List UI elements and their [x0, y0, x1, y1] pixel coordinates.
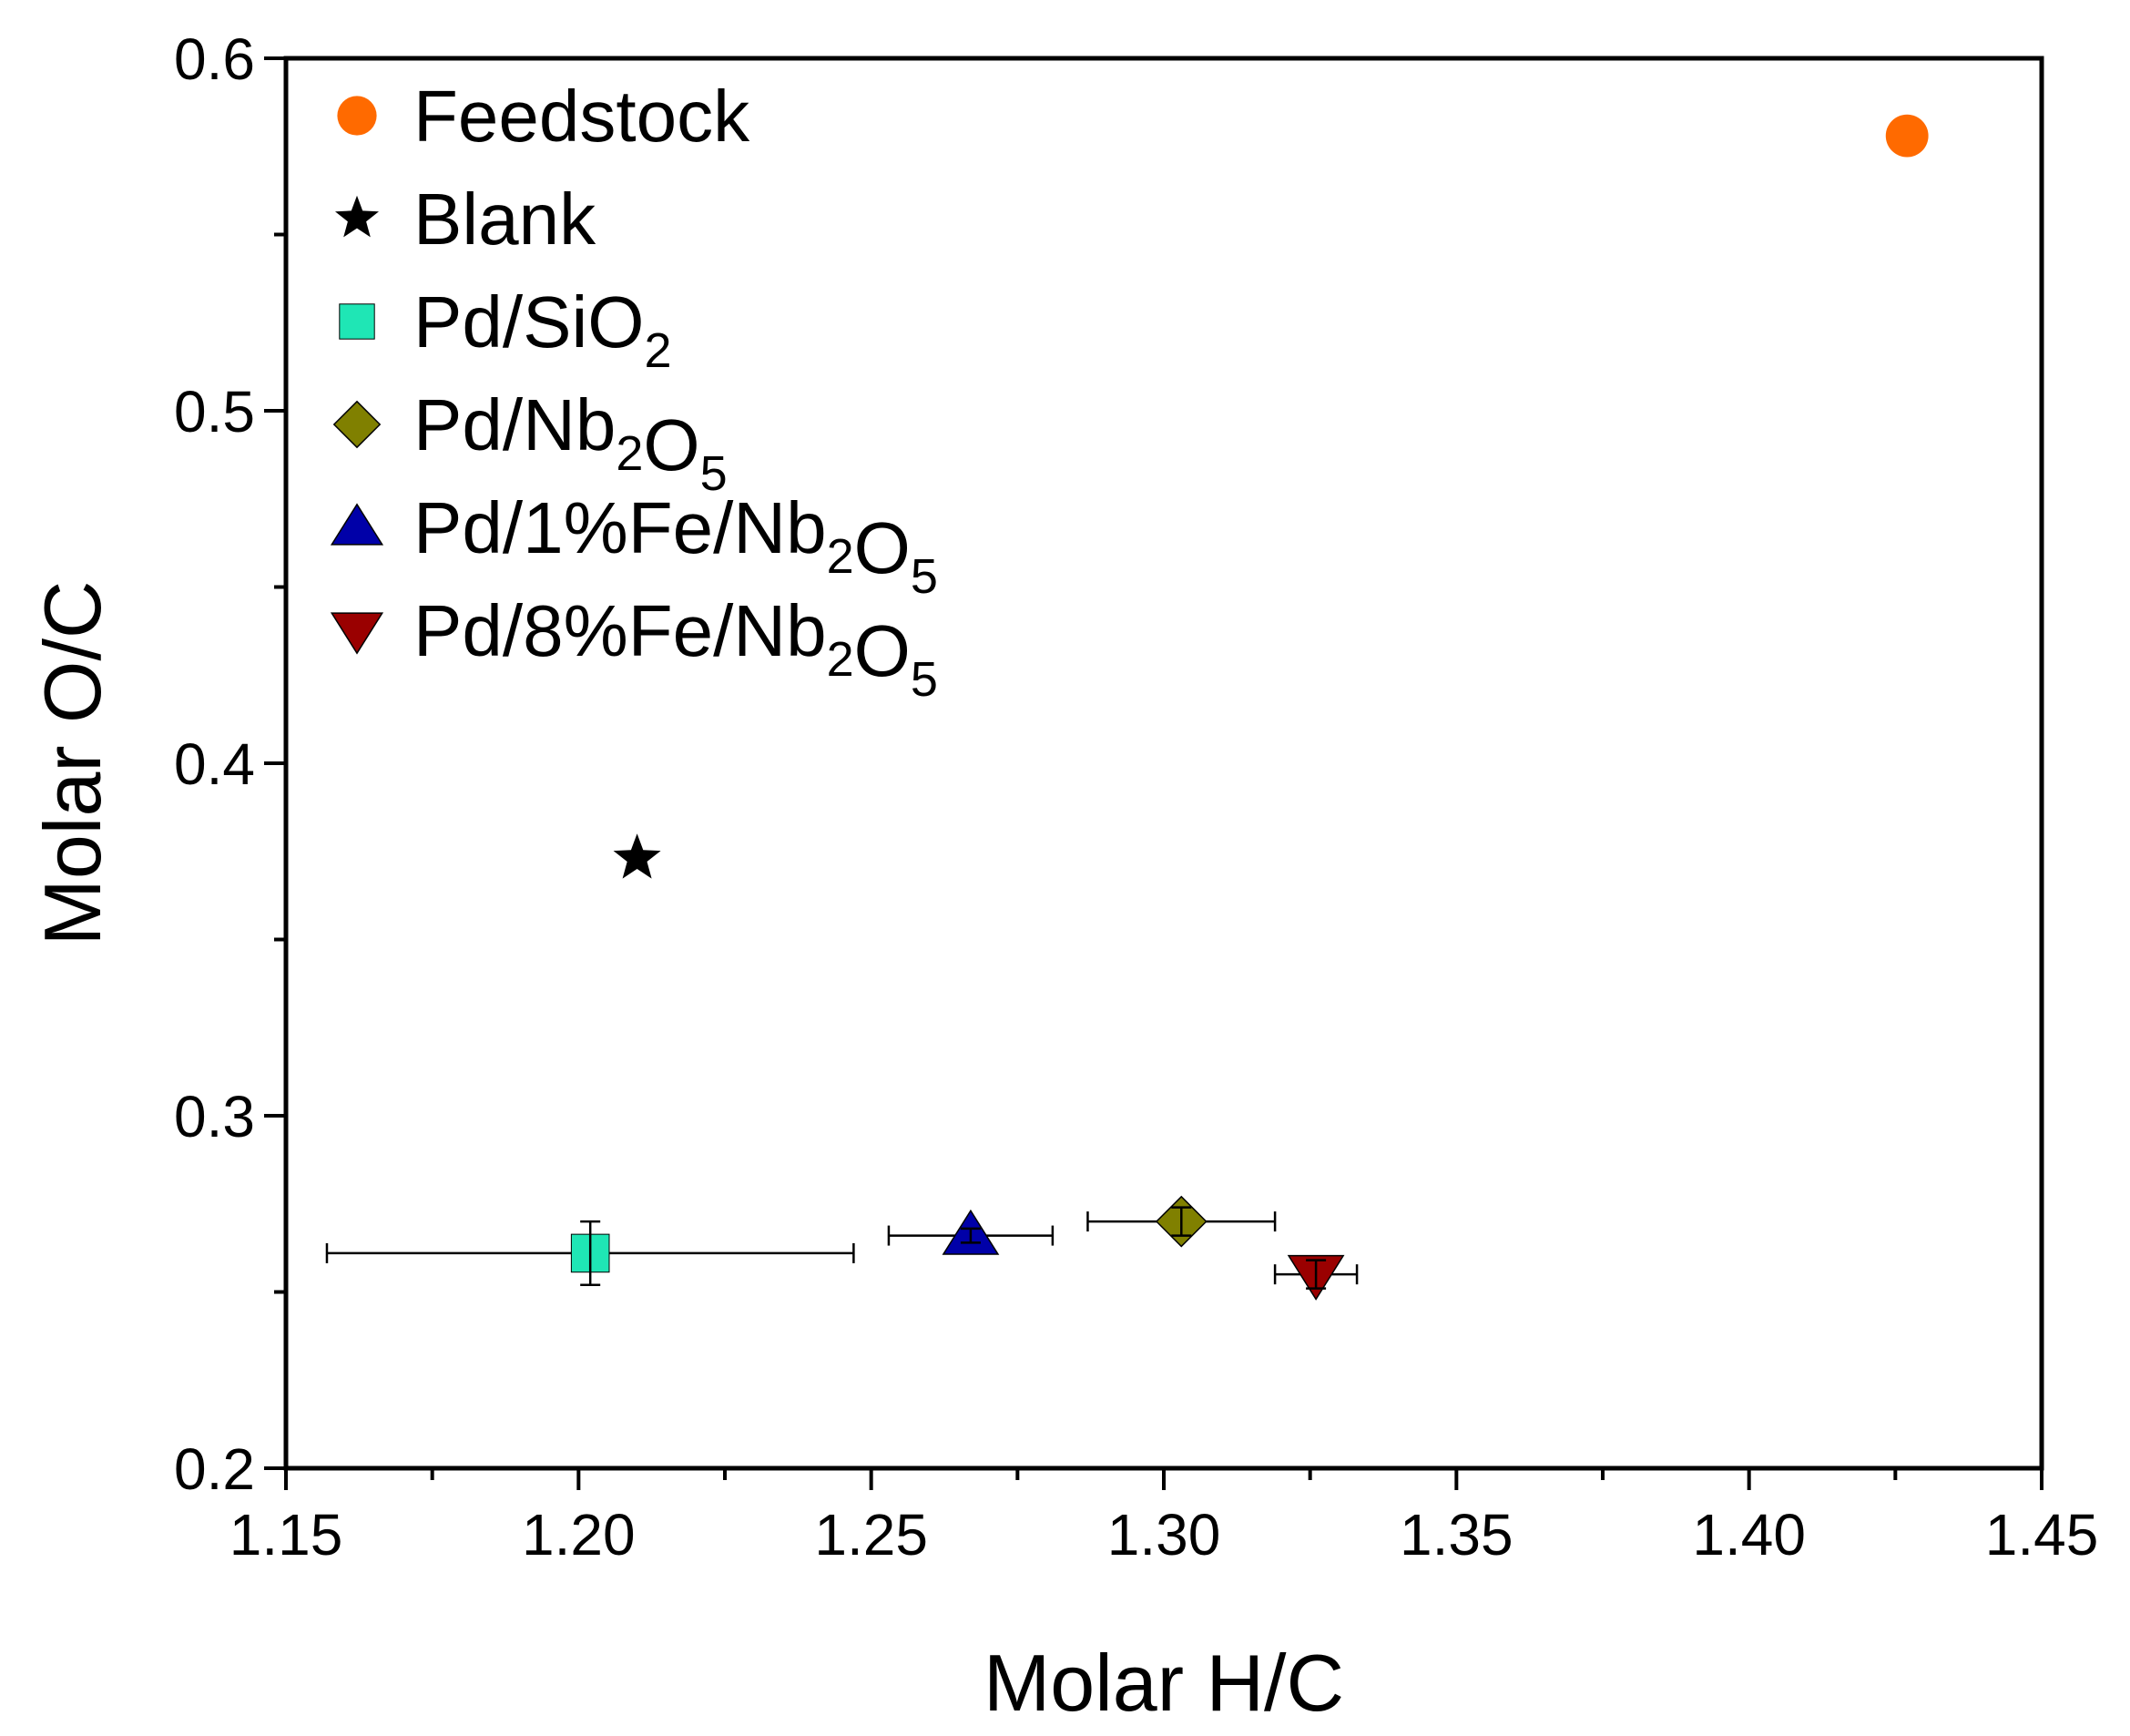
- x-tick-label: 1.45: [1985, 1502, 2099, 1568]
- y-tick-label: 0.4: [174, 731, 255, 797]
- legend-item: Feedstock: [337, 76, 750, 157]
- point-marker: [613, 833, 661, 879]
- legend-label: Pd/SiO2: [413, 281, 671, 378]
- x-tick-label: 1.30: [1107, 1502, 1221, 1568]
- legend-label: Pd/8%Fe/Nb2O5: [413, 590, 938, 707]
- legend-marker: [330, 612, 384, 655]
- legend-label: Pd/1%Fe/Nb2O5: [413, 487, 938, 604]
- legend-marker: [337, 96, 377, 136]
- legend-item: Pd/Nb2O5: [332, 384, 728, 501]
- series-point: [1273, 1254, 1359, 1301]
- axis-ticks: 1.15 1.20 1.25 1.30 1.35 1.40 1.45 0.2 0.3 0.4 0.5…: [174, 26, 2098, 1568]
- series-point: [1885, 114, 1929, 158]
- x-tick-label: 1.15: [229, 1502, 343, 1568]
- x-tick-label: 1.35: [1400, 1502, 1513, 1568]
- y-axis-label: Molar O/C: [27, 581, 117, 946]
- y-tick-label: 0.2: [174, 1436, 255, 1502]
- y-tick-label: 0.6: [174, 26, 255, 92]
- y-tick-label: 0.5: [174, 379, 255, 444]
- plot-frame: [283, 56, 2044, 1471]
- y-tick-label: 0.3: [174, 1084, 255, 1149]
- legend-label: Feedstock: [413, 76, 750, 157]
- legend-label: Pd/Nb2O5: [413, 384, 728, 501]
- legend-marker: [332, 400, 382, 449]
- legend: Feedstock Blank Pd/SiO2Pd/Nb2O5Pd/1%Fe/Nb2…: [330, 76, 938, 707]
- legend-item: Pd/SiO2: [339, 281, 671, 378]
- x-tick-label: 1.25: [814, 1502, 928, 1568]
- x-axis-label: Molar H/C: [983, 1638, 1344, 1728]
- legend-label: Blank: [413, 179, 596, 260]
- series-point: [325, 1220, 855, 1287]
- legend-item: Pd/8%Fe/Nb2O5: [330, 590, 938, 707]
- legend-item: Blank: [335, 179, 596, 260]
- legend-item: Pd/1%Fe/Nb2O5: [330, 487, 938, 604]
- series-point: [613, 833, 661, 879]
- series-point: [1086, 1195, 1277, 1248]
- point-marker: [1885, 114, 1929, 158]
- legend-marker: [330, 503, 384, 546]
- x-tick-label: 1.20: [522, 1502, 636, 1568]
- x-tick-label: 1.40: [1692, 1502, 1806, 1568]
- legend-marker: [335, 195, 379, 238]
- legend-marker: [339, 303, 375, 340]
- data-marks: [325, 114, 1929, 1301]
- series-point: [887, 1209, 1055, 1255]
